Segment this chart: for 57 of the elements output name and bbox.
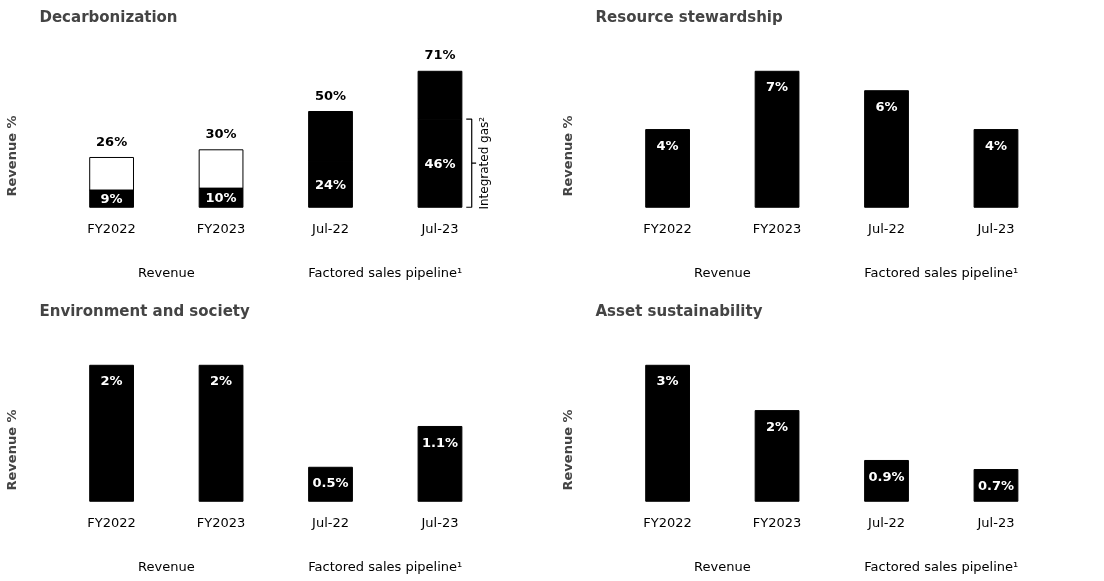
data-label: 4% (984, 137, 1008, 153)
annotation: Integrated gas² (476, 116, 491, 210)
y-axis-title: Revenue % (559, 115, 575, 197)
bar (645, 364, 690, 502)
data-label: 7% (766, 79, 789, 95)
x-tick-label: Jul-23 (976, 220, 1015, 236)
y-axis-title: Revenue % (3, 115, 19, 197)
text: Revenue (694, 265, 751, 281)
text: Factored sales pipeline¹ (864, 265, 1019, 281)
data-label: 6% (875, 98, 898, 114)
y-axis-title: Revenue % (559, 409, 575, 491)
data-label: 24% (314, 176, 347, 192)
bar (754, 410, 800, 502)
bar (864, 459, 909, 502)
data-label: 10% (205, 190, 237, 206)
x-tick-label: FY2023 (196, 514, 246, 530)
data-label: 46% (424, 155, 456, 171)
bar (973, 469, 1019, 502)
x-tick-label: FY2023 (752, 514, 802, 530)
total-label: 30% (205, 125, 237, 141)
total-label: 50% (314, 87, 347, 103)
x-tick-label: Jul-22 (867, 220, 905, 236)
x-tick-label: Jul-23 (420, 514, 459, 530)
data-label: 1.1% (421, 434, 459, 450)
x-tick-label: Jul-23 (976, 514, 1015, 530)
data-label: 3% (656, 373, 679, 389)
data-label: 9% (100, 191, 123, 207)
text: Factored sales pipeline¹ (308, 559, 463, 575)
data-label: 0.5% (312, 475, 349, 491)
total-label: 26% (96, 133, 128, 149)
x-tick-label: Jul-22 (311, 514, 349, 530)
x-tick-label: FY2022 (643, 514, 692, 530)
chart-title: Decarbonization (39, 7, 178, 26)
total-label: 71% (424, 47, 456, 63)
x-tick-label: FY2022 (87, 514, 136, 530)
data-label: 0.7% (977, 477, 1015, 493)
chart-title: Resource stewardship (595, 7, 783, 26)
x-tick-label: FY2022 (87, 220, 136, 236)
x-tick-label: FY2023 (196, 220, 246, 236)
data-label: 2% (100, 373, 123, 389)
text: Revenue (138, 265, 195, 281)
text: Revenue (138, 559, 195, 575)
x-tick-label: Jul-23 (420, 220, 459, 236)
x-tick-label: FY2022 (643, 220, 692, 236)
data-label: 2% (766, 418, 789, 434)
x-tick-label: Jul-22 (311, 220, 349, 236)
y-axis-title: Revenue % (3, 409, 19, 491)
text: Factored sales pipeline¹ (308, 265, 463, 281)
data-label: 2% (210, 373, 233, 389)
data-label: 0.9% (868, 468, 905, 484)
chart-title: Asset sustainability (595, 301, 763, 320)
data-label: 4% (656, 137, 679, 153)
text: Factored sales pipeline¹ (864, 559, 1019, 575)
chart-title: Environment and society (39, 301, 250, 320)
text: Revenue (694, 559, 751, 575)
x-tick-label: FY2023 (752, 220, 802, 236)
x-tick-label: Jul-22 (867, 514, 905, 530)
